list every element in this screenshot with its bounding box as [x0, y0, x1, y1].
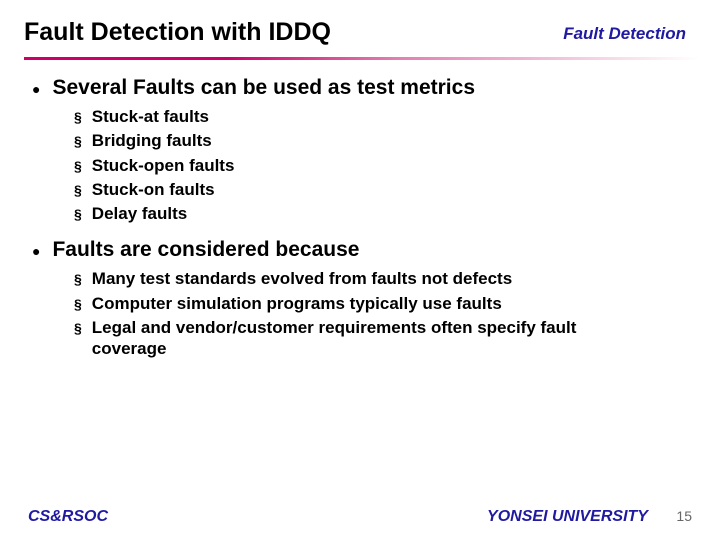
- level1-list: ● Several Faults can be used as test met…: [32, 76, 688, 359]
- section-bullet-icon: §: [74, 109, 82, 125]
- level2-text: Stuck-open faults: [92, 155, 235, 176]
- section-bullet-icon: §: [74, 158, 82, 174]
- slide: Fault Detection with IDDQ Fault Detectio…: [0, 0, 720, 540]
- level2-text: Legal and vendor/customer requirements o…: [92, 317, 652, 360]
- page-number: 15: [676, 508, 692, 524]
- slide-title: Fault Detection with IDDQ: [24, 18, 331, 47]
- level2-list: § Stuck-at faults § Bridging faults § Stuck…: [74, 106, 688, 224]
- list-item: § Delay faults: [74, 203, 688, 224]
- section-bullet-icon: §: [74, 271, 82, 287]
- list-item: § Stuck-at faults: [74, 106, 688, 127]
- level2-text: Stuck-at faults: [92, 106, 209, 127]
- level2-list: § Many test standards evolved from faults…: [74, 268, 688, 359]
- list-item: § Bridging faults: [74, 130, 688, 151]
- level2-text: Delay faults: [92, 203, 187, 224]
- footer-left-org: CS&RSOC: [28, 508, 108, 526]
- list-item: ● Faults are considered because § Many te…: [32, 238, 688, 359]
- list-item: § Computer simulation programs typically …: [74, 293, 688, 314]
- list-item: § Legal and vendor/customer requirements …: [74, 317, 688, 360]
- section-topic: Fault Detection: [563, 24, 686, 44]
- list-item: § Stuck-open faults: [74, 155, 688, 176]
- level1-text: Several Faults can be used as test metri…: [52, 76, 475, 100]
- title-row: Fault Detection with IDDQ Fault Detectio…: [24, 18, 696, 47]
- level2-text: Bridging faults: [92, 130, 212, 151]
- list-item: ● Several Faults can be used as test met…: [32, 76, 688, 224]
- list-item: § Stuck-on faults: [74, 179, 688, 200]
- section-bullet-icon: §: [74, 206, 82, 222]
- level1-text: Faults are considered because: [52, 238, 359, 262]
- content-area: ● Several Faults can be used as test met…: [24, 60, 696, 359]
- section-bullet-icon: §: [74, 133, 82, 149]
- level2-text: Stuck-on faults: [92, 179, 215, 200]
- level2-text: Computer simulation programs typically u…: [92, 293, 502, 314]
- footer-right-org: YONSEI UNIVERSITY: [487, 508, 648, 525]
- disc-bullet-icon: ●: [32, 81, 40, 97]
- section-bullet-icon: §: [74, 320, 82, 336]
- section-bullet-icon: §: [74, 296, 82, 312]
- level2-text: Many test standards evolved from faults …: [92, 268, 512, 289]
- footer: CS&RSOC YONSEI UNIVERSITY 15: [0, 508, 720, 526]
- disc-bullet-icon: ●: [32, 243, 40, 259]
- section-bullet-icon: §: [74, 182, 82, 198]
- list-item: § Many test standards evolved from faults…: [74, 268, 688, 289]
